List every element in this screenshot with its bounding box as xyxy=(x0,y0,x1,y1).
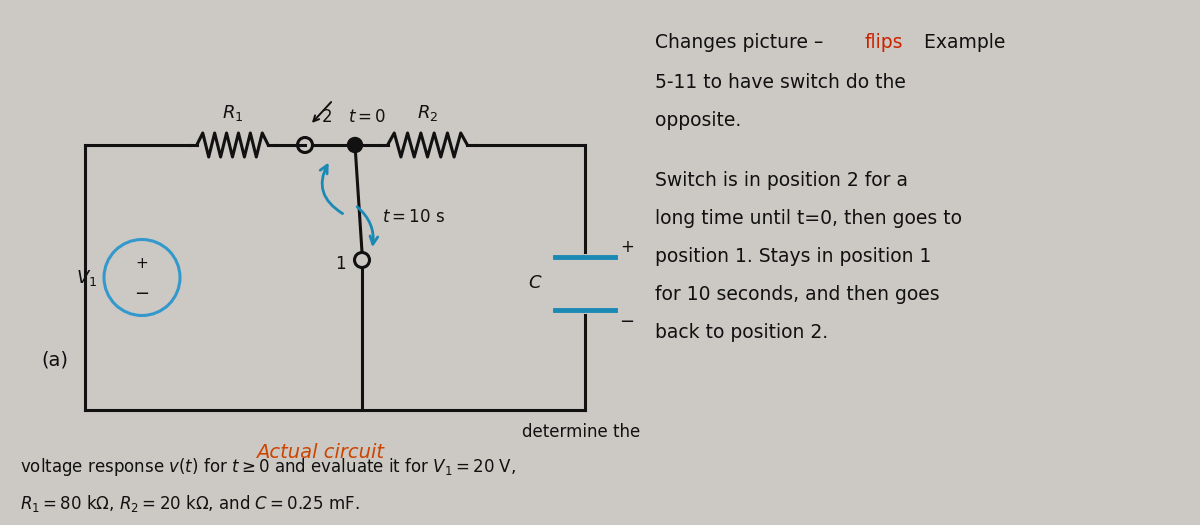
Text: Switch is in position 2 for a: Switch is in position 2 for a xyxy=(655,171,908,190)
Text: Actual circuit: Actual circuit xyxy=(256,444,384,463)
Text: position 1. Stays in position 1: position 1. Stays in position 1 xyxy=(655,247,931,266)
Text: Example: Example xyxy=(918,34,1006,52)
Text: $R_2$: $R_2$ xyxy=(416,103,438,123)
Text: voltage response $v(t)$ for $t \geq 0$ and evaluate it for $V_1 = 20$ V,: voltage response $v(t)$ for $t \geq 0$ a… xyxy=(20,456,516,478)
Text: opposite.: opposite. xyxy=(655,110,742,130)
Text: $t = 10$ s: $t = 10$ s xyxy=(382,208,445,226)
Text: for 10 seconds, and then goes: for 10 seconds, and then goes xyxy=(655,285,940,303)
Text: $V_1$: $V_1$ xyxy=(77,268,97,288)
Text: $t=0$: $t=0$ xyxy=(348,108,386,126)
Text: flips: flips xyxy=(865,34,904,52)
Text: 1: 1 xyxy=(335,255,346,273)
Text: $R_1 = 80$ k$\Omega$, $R_2 = 20$ k$\Omega$, and $C = 0.25$ mF.: $R_1 = 80$ k$\Omega$, $R_2 = 20$ k$\Omeg… xyxy=(20,492,360,513)
Text: Changes picture –: Changes picture – xyxy=(655,34,829,52)
Text: $R_1$: $R_1$ xyxy=(222,103,244,123)
Text: 5-11 to have switch do the: 5-11 to have switch do the xyxy=(655,74,906,92)
Text: 2: 2 xyxy=(322,108,332,126)
Text: (a): (a) xyxy=(42,351,68,370)
Circle shape xyxy=(348,138,362,152)
Text: back to position 2.: back to position 2. xyxy=(655,322,828,341)
Text: −: − xyxy=(619,313,635,331)
Text: long time until t=0, then goes to: long time until t=0, then goes to xyxy=(655,208,962,227)
Text: determine the: determine the xyxy=(522,423,640,441)
Text: −: − xyxy=(134,285,150,302)
Circle shape xyxy=(354,253,370,268)
Circle shape xyxy=(298,138,312,152)
Text: +: + xyxy=(620,238,634,256)
Text: $C$: $C$ xyxy=(528,275,542,292)
Text: +: + xyxy=(136,256,149,271)
